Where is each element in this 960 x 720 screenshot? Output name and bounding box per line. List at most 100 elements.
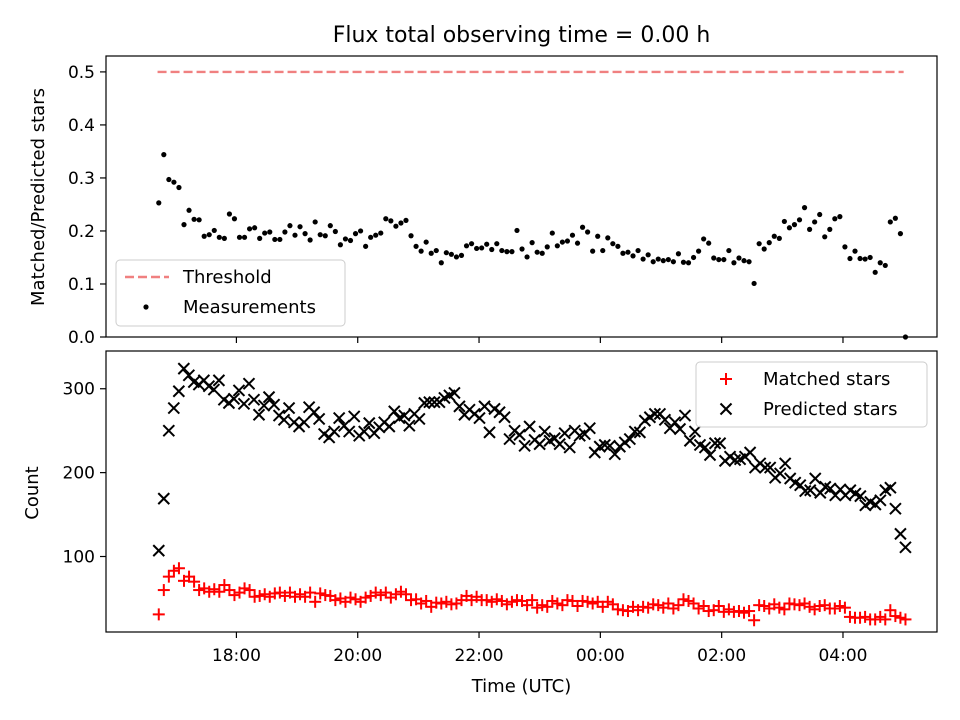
predicted-star-point (678, 409, 692, 422)
top-legend-box (115, 259, 346, 327)
measurement-point (726, 247, 732, 254)
predicted-star-point (533, 437, 546, 451)
predicted-star-point (413, 412, 426, 426)
measurement-point (201, 233, 207, 239)
measurement-point (862, 256, 868, 262)
measurement-point (847, 255, 853, 262)
top-y-ticks: 0.0 0.1 0.2 0.3 0.4 0.5 (68, 63, 106, 348)
predicted-star-point (743, 446, 757, 459)
matched-star-point (687, 597, 700, 610)
matched-star-point (712, 599, 725, 612)
measurement-point (236, 234, 243, 240)
measurement-point (453, 254, 460, 260)
top-y-tick-label: 0.1 (68, 275, 95, 295)
measurement-point (665, 256, 671, 263)
predicted-star-point (804, 484, 817, 497)
predicted-star-point (503, 432, 516, 446)
top-y-axis-label: Matched/Predicted stars (28, 88, 49, 306)
measurement-point (231, 216, 238, 222)
predicted-star-point (894, 527, 907, 541)
measurement-point (181, 222, 187, 228)
predicted-star-point (558, 426, 571, 440)
matched-star-point (778, 603, 791, 616)
measurement-point (897, 231, 904, 237)
x-tick-label: 00:00 (576, 646, 625, 666)
predicted-star-point (713, 437, 727, 450)
measurement-point (241, 234, 248, 240)
predicted-star-point (778, 457, 792, 470)
measurement-point (504, 249, 510, 255)
matched-star-point (172, 562, 185, 575)
x-tick-label: 02:00 (697, 646, 746, 666)
measurement-point (640, 256, 646, 262)
measurement-point (771, 233, 777, 239)
matched-star-point (743, 605, 756, 618)
measurement-point (383, 216, 389, 222)
matched-star-point (243, 584, 256, 597)
measurement-point (352, 231, 359, 237)
matched-star-point (773, 601, 786, 614)
predicted-star-point (453, 400, 466, 413)
measurement-point (156, 200, 162, 206)
measurement-point (796, 217, 803, 223)
measurement-point (287, 223, 293, 229)
matched-star-point (652, 599, 665, 612)
measurement-point (590, 248, 596, 254)
predicted-star-point (553, 437, 566, 451)
top-x-ticks (235, 337, 844, 343)
predicted-star-point (152, 544, 165, 557)
measurement-point (539, 250, 545, 256)
measurement-point (721, 256, 727, 263)
matched-star-point (596, 600, 609, 613)
matched-star-point (586, 597, 599, 610)
predicted-star-point (363, 416, 376, 430)
matched-star-point (833, 599, 846, 612)
measurement-point (786, 225, 793, 231)
matched-star-point (894, 611, 907, 624)
measurement-point (327, 223, 333, 229)
predicted-star-point (513, 428, 526, 442)
top-plot-frame (105, 55, 938, 338)
matched-star-point (167, 564, 180, 577)
matched-star-point (500, 598, 513, 611)
predicted-star-point (603, 439, 616, 452)
measurement-point (257, 235, 263, 241)
predicted-star-point (518, 439, 531, 452)
matched-star-point (369, 586, 382, 599)
matched-star-point (546, 594, 559, 607)
measurement-point (221, 235, 227, 241)
measurement-point (176, 184, 182, 191)
matched-star-point (869, 613, 882, 626)
matched-star-point (193, 584, 206, 597)
measurement-point (363, 243, 369, 249)
predicted-star-point (277, 413, 291, 426)
predicted-star-point (703, 448, 717, 462)
predicted-star-point (648, 407, 662, 421)
matched-star-point (571, 599, 584, 612)
x-axis-label: Time (UTC) (471, 676, 572, 697)
measurement-point (801, 205, 808, 211)
predicted-stars-legend-label: Predicted stars (763, 399, 897, 420)
matched-star-point (879, 613, 892, 626)
measurement-point (630, 253, 636, 259)
predicted-star-point (388, 405, 401, 418)
measurement-point (191, 216, 197, 222)
matched-star-point (183, 570, 196, 583)
bottom-y-axis-label: Count (22, 466, 43, 519)
measurement-point (625, 249, 631, 255)
measurement-point (529, 240, 535, 246)
measurement-point (685, 260, 692, 266)
measurement-point (731, 260, 737, 266)
predicted-star-point (538, 425, 551, 438)
predicted-star-point (698, 441, 712, 454)
x-tick-label: 04:00 (818, 646, 867, 666)
matched-star-point (329, 594, 342, 607)
matched-star-point (223, 584, 236, 597)
measurement-point (398, 220, 404, 226)
matched-star-point (521, 599, 534, 612)
measurement-point (342, 236, 349, 242)
predicted-star-point (623, 432, 637, 446)
matched-star-point (435, 597, 448, 610)
measurement-point (166, 176, 172, 183)
